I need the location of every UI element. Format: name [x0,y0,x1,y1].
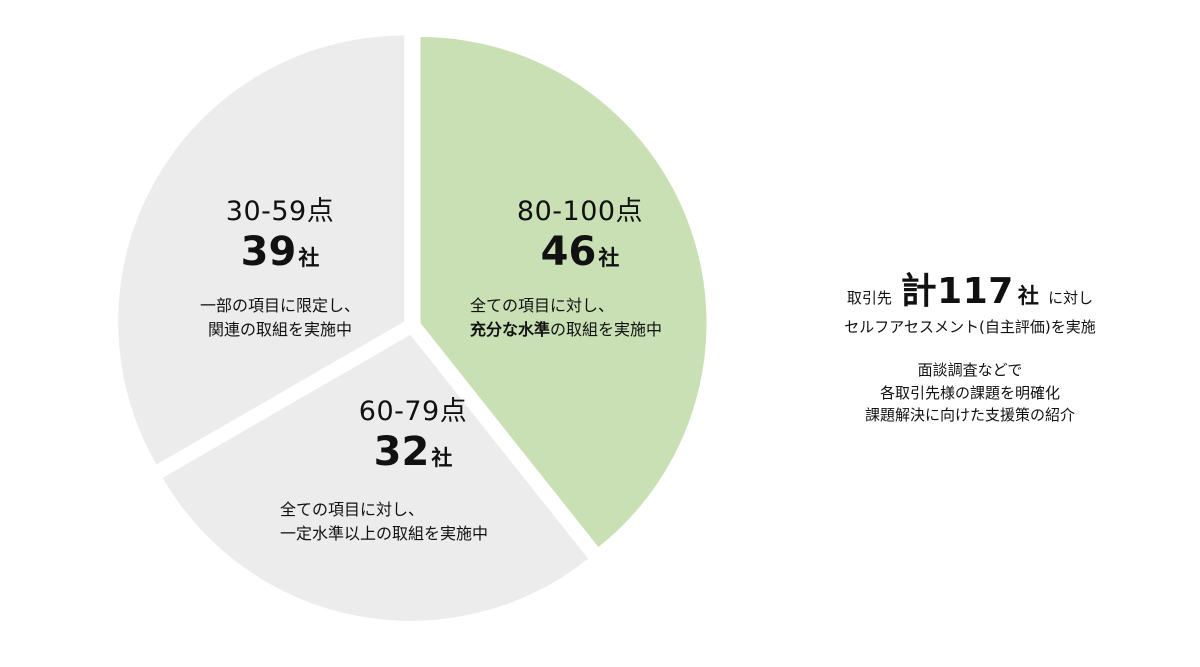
slice-label-60-79: 60-79点 32社 全ての項目に対し、 一定水準以上の取組を実施中 [278,396,548,545]
slice-desc-60-79: 全ての項目に対し、 一定水準以上の取組を実施中 [278,498,548,544]
slice-desc-60-79-line1: 全ての項目に対し、 [280,500,425,520]
summary-total: 計117 [900,271,1014,312]
slice-desc-80-100-line2: 充分な水準の取組を実施中 [470,318,710,341]
slice-label-80-100: 80-100点 46社 全ての項目に対し、 充分な水準の取組を実施中 [450,196,710,341]
slice-count-60-79: 32 [373,429,430,476]
slice-range-30-59: 30-59点 [225,196,335,227]
slice-range-80-100: 80-100点 [516,196,644,227]
slice-unit-30-59: 社 [298,246,320,271]
slice-desc-80-100-line1: 全ての項目に対し、 [470,296,615,316]
pie-chart [118,35,707,621]
slice-unit-60-79: 社 [431,446,453,471]
slice-unit-80-100: 社 [598,246,620,271]
slice-80-100 [420,37,707,547]
summary-assessment-line: セルフアセスメント(自主評価)を実施 [844,318,1096,336]
slice-count-80-100: 46 [540,229,597,276]
slice-desc-30-59-line2: 関連の取組を実施中 [207,319,352,339]
summary-suffix: に対し [1048,289,1094,307]
summary-action-2: 各取引先様の課題を明確化 [879,383,1060,402]
slice-desc-80-100-emphasis: 充分な水準 [470,319,551,339]
slice-count-30-59: 39 [240,229,297,276]
slice-label-30-59: 30-59点 39社 一部の項目に限定し、 関連の取組を実施中 [145,196,415,341]
slice-desc-80-100-rest: の取組を実施中 [550,319,663,339]
slice-desc-60-79-line2: 一定水準以上の取組を実施中 [280,523,489,543]
slice-30-59 [118,35,405,465]
slice-range-60-79: 60-79点 [358,396,468,427]
slice-desc-30-59: 一部の項目に限定し、 関連の取組を実施中 [145,294,415,340]
slice-60-79 [162,334,589,621]
summary-panel: 取引先 計117 社 に対し セルフアセスメント(自主評価)を実施 面談調査などで… [770,262,1170,427]
slice-desc-80-100: 全ての項目に対し、 充分な水準の取組を実施中 [450,294,710,340]
summary-prefix: 取引先 [846,289,892,307]
summary-action-1: 面談調査などで [917,361,1023,379]
summary-actions: 面談調査などで 各取引先様の課題を明確化 課題解決に向けた支援策の紹介 [770,359,1170,427]
summary-total-line: 取引先 計117 社 に対し [770,262,1170,314]
summary-action-3: 課題解決に向けた支援策の紹介 [864,406,1075,424]
summary-total-unit: 社 [1017,284,1040,308]
slice-desc-30-59-line1: 一部の項目に限定し、 [199,296,360,316]
